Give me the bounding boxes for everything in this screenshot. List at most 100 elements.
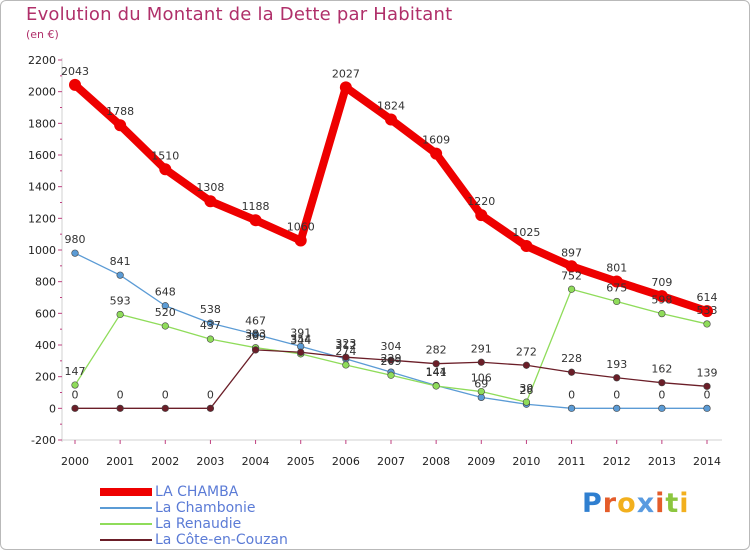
x-tick-label: 2010 bbox=[512, 455, 540, 468]
data-label: 752 bbox=[561, 269, 582, 282]
legend-label: La Côte-en-Couzan bbox=[155, 532, 288, 548]
y-tick-label: 1200 bbox=[28, 212, 56, 225]
y-tick-label: 2200 bbox=[28, 54, 56, 67]
legend-swatch bbox=[100, 507, 152, 509]
x-tick-label: 2005 bbox=[287, 455, 315, 468]
data-point bbox=[658, 379, 666, 387]
data-label: 2027 bbox=[332, 67, 360, 80]
data-label: 0 bbox=[568, 388, 575, 401]
y-tick-label: -200 bbox=[31, 434, 56, 447]
data-point bbox=[430, 147, 443, 160]
data-point bbox=[520, 240, 533, 253]
data-label: 1025 bbox=[512, 226, 540, 239]
legend-swatch bbox=[100, 539, 152, 541]
data-point bbox=[477, 358, 485, 366]
data-point bbox=[294, 234, 307, 247]
x-tick-label: 2001 bbox=[106, 455, 134, 468]
legend-swatch bbox=[100, 488, 152, 496]
data-label: 354 bbox=[290, 332, 311, 345]
data-label: 26 bbox=[519, 384, 533, 397]
data-label: 0 bbox=[207, 388, 214, 401]
y-tick-label: 600 bbox=[35, 307, 56, 320]
data-label: 2043 bbox=[61, 65, 89, 78]
data-label: 229 bbox=[381, 352, 402, 365]
y-tick-label: 800 bbox=[35, 276, 56, 289]
data-label: 228 bbox=[561, 352, 582, 365]
data-label: 69 bbox=[474, 377, 488, 390]
x-tick-label: 2007 bbox=[377, 455, 405, 468]
data-point bbox=[565, 260, 578, 273]
data-point bbox=[610, 275, 623, 288]
y-tick-label: 200 bbox=[35, 371, 56, 384]
data-point bbox=[703, 382, 711, 390]
y-tick-label: 1800 bbox=[28, 117, 56, 130]
data-point bbox=[432, 360, 440, 368]
data-point bbox=[522, 361, 531, 369]
data-label: 801 bbox=[606, 262, 627, 275]
data-label: 467 bbox=[245, 314, 266, 327]
data-point bbox=[297, 348, 305, 356]
data-label: 1609 bbox=[422, 134, 450, 147]
data-point bbox=[701, 305, 713, 318]
data-point bbox=[567, 368, 576, 376]
data-label: 1510 bbox=[151, 149, 179, 162]
data-label: 272 bbox=[516, 345, 537, 358]
legend-label: La Renaudie bbox=[155, 516, 242, 532]
x-tick-label: 2002 bbox=[151, 455, 179, 468]
data-point bbox=[387, 371, 395, 379]
data-point bbox=[342, 361, 350, 369]
x-tick-label: 2013 bbox=[648, 455, 676, 468]
data-label: 344 bbox=[290, 334, 311, 347]
data-point bbox=[658, 310, 666, 318]
legend-label: LA CHAMBA bbox=[155, 484, 239, 500]
data-point bbox=[385, 113, 397, 126]
data-point bbox=[116, 310, 124, 319]
legend-label: La Chambonie bbox=[155, 500, 256, 516]
data-label: 1308 bbox=[196, 181, 224, 194]
data-label: 841 bbox=[110, 255, 131, 268]
data-label: 0 bbox=[117, 388, 124, 401]
data-point bbox=[613, 297, 621, 306]
data-label: 1824 bbox=[377, 100, 405, 113]
data-point bbox=[387, 356, 395, 364]
data-label: 897 bbox=[561, 246, 582, 259]
data-point bbox=[342, 353, 350, 361]
data-label: 144 bbox=[426, 366, 447, 379]
x-tick-label: 2006 bbox=[332, 455, 360, 468]
data-point bbox=[703, 404, 711, 412]
x-tick-label: 2012 bbox=[603, 455, 631, 468]
data-point bbox=[71, 404, 79, 412]
line-chart: -200020040060080010001200140016001800200… bbox=[28, 54, 722, 468]
data-label: 593 bbox=[110, 294, 131, 307]
y-tick-label: 400 bbox=[35, 339, 56, 352]
data-label: 0 bbox=[613, 388, 620, 401]
y-tick-label: 0 bbox=[49, 402, 56, 415]
data-label: 312 bbox=[335, 339, 356, 352]
x-tick-label: 2003 bbox=[196, 455, 224, 468]
data-point bbox=[567, 404, 576, 412]
data-label: 139 bbox=[697, 366, 718, 379]
data-point bbox=[71, 249, 79, 257]
data-label: 675 bbox=[606, 281, 627, 294]
data-point bbox=[251, 346, 260, 354]
data-label: 0 bbox=[704, 388, 711, 401]
data-point bbox=[613, 404, 621, 412]
data-point bbox=[475, 209, 488, 222]
chart-title: Evolution du Montant de la Dette par Hab… bbox=[26, 4, 453, 25]
data-label: 274 bbox=[335, 345, 356, 358]
data-point bbox=[114, 119, 127, 132]
data-point bbox=[71, 381, 79, 389]
data-point bbox=[658, 404, 666, 412]
y-tick-label: 1000 bbox=[28, 244, 56, 257]
data-point bbox=[477, 387, 485, 396]
data-point bbox=[251, 330, 260, 338]
data-label: 648 bbox=[155, 286, 176, 299]
data-point bbox=[432, 382, 440, 390]
data-label: 282 bbox=[426, 344, 447, 357]
data-label: 0 bbox=[658, 388, 665, 401]
data-label: 1060 bbox=[287, 221, 315, 234]
y-tick-label: 1600 bbox=[28, 149, 56, 162]
legend-swatch bbox=[100, 523, 152, 525]
chart-subtitle: (en €) bbox=[26, 28, 59, 41]
